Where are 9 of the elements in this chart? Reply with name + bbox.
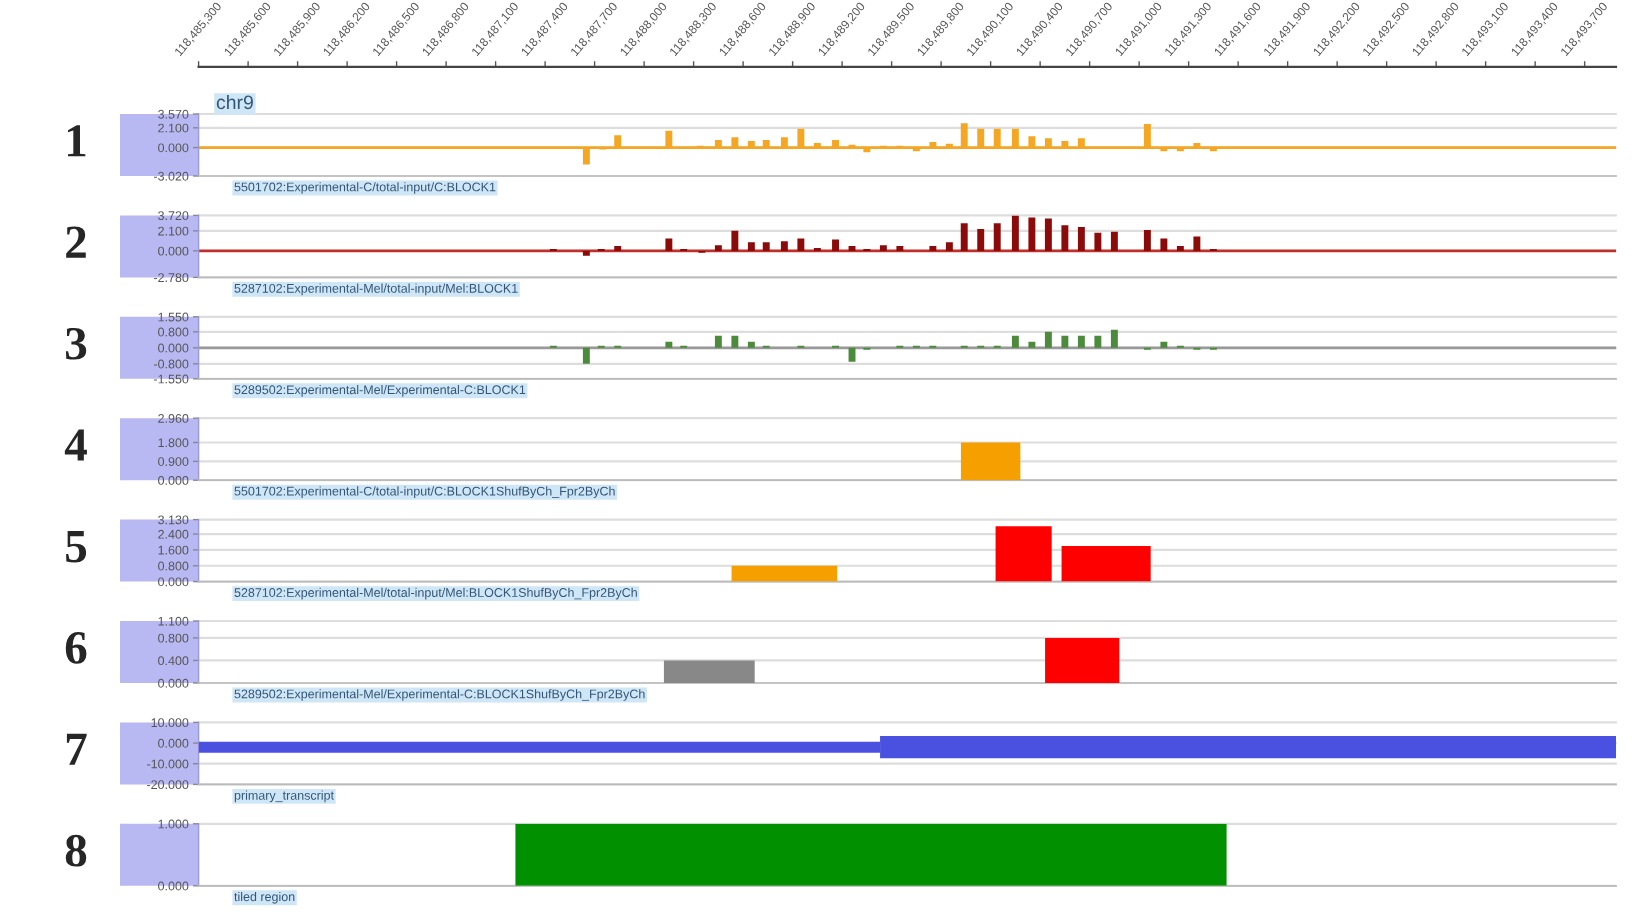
text: 4 xyxy=(64,429,87,461)
text: 1 xyxy=(67,125,86,157)
text: chr9 xyxy=(216,94,253,110)
text: 6 xyxy=(65,632,87,664)
text: 2 xyxy=(66,226,86,258)
text: 3 xyxy=(65,327,87,360)
text: 7 xyxy=(66,733,87,765)
text: 8 xyxy=(65,834,87,867)
text: 5 xyxy=(66,531,87,563)
